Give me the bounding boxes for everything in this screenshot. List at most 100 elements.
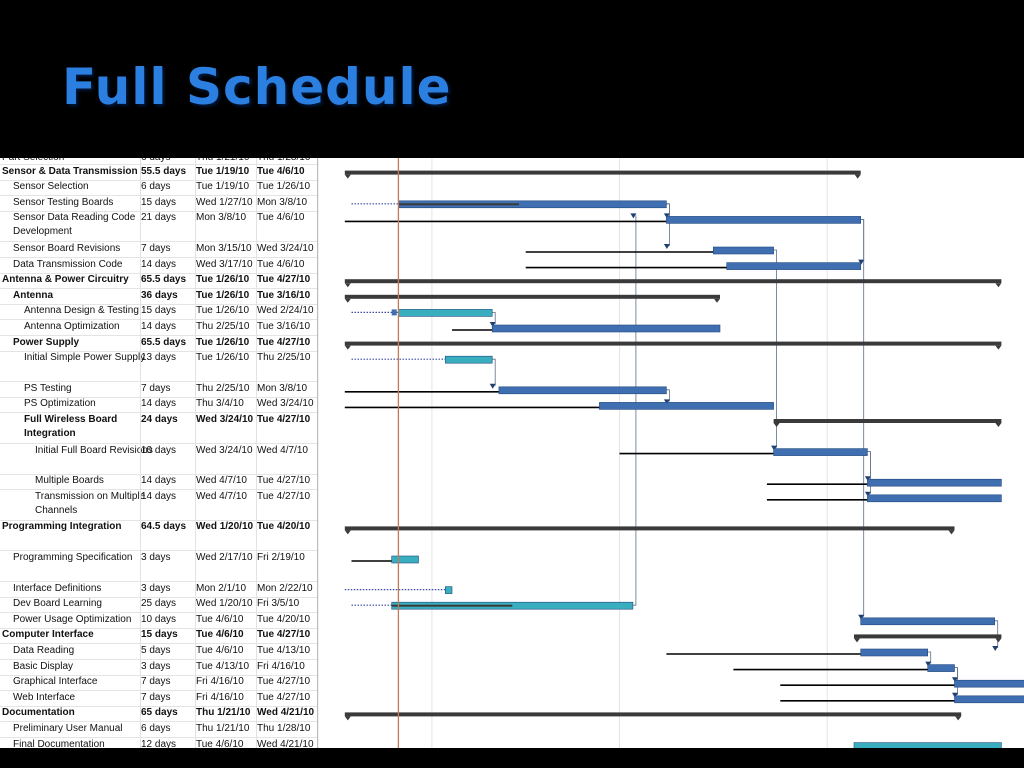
table-row[interactable]: Programming Integration 64.5 days Wed 1/20… [0,520,318,552]
task-finish: Tue 4/27/10 [257,691,311,703]
task-duration: 10 days [141,613,177,625]
progress-indicator [391,604,513,607]
progress-indicator [398,203,519,206]
slide-title: Full Schedule [62,58,452,116]
table-row[interactable]: Data Reading 5 days Tue 4/6/10 Tue 4/13/10 [0,644,318,660]
table-row[interactable]: PS Testing 7 days Thu 2/25/10 Mon 3/8/10 [0,382,318,398]
task-finish: Wed 4/7/10 [257,444,308,456]
task-duration: 6 days [141,181,171,193]
task-name: Interface Definitions [13,582,102,594]
task-duration: 6 days [141,158,195,165]
table-row[interactable]: Final Documentation 12 days Tue 4/6/10 Wed … [0,738,318,748]
table-row[interactable]: Basic Display 3 days Tue 4/13/10 Fri 4/16/1… [0,660,318,676]
task-finish: Tue 4/20/10 [257,521,311,533]
table-row[interactable]: Data Transmission Code 14 days Wed 3/17/10… [0,258,318,274]
table-row[interactable]: Power Supply 65.5 days Tue 1/26/10 Tue 4/27… [0,336,318,352]
table-row[interactable]: Antenna Optimization 14 days Thu 2/25/10 Tu… [0,320,318,336]
task-duration: 10 days [141,444,177,456]
task-name: Initial Simple Power Supply [24,352,146,364]
table-row[interactable]: Sensor Selection 6 days Tue 1/19/10 Tue 1/2… [0,180,318,197]
table-row[interactable]: Initial Simple Power Supply 13 days Tue 1/… [0,351,318,383]
task-finish: Tue 4/27/10 [257,414,311,425]
summary-bar [344,712,962,717]
task-finish: Fri 4/16/10 [257,660,305,672]
task-start: Tue 4/6/10 [196,613,244,625]
summary-endcap [995,638,1002,643]
table-row[interactable]: Computer Interface 15 days Tue 4/6/10 Tue 4… [0,628,318,645]
table-row[interactable]: Sensor Data Reading Code Development 21 d… [0,211,318,243]
table-row[interactable]: Interface Definitions 3 days Mon 2/1/10 Mon… [0,582,318,598]
task-bar [927,664,955,672]
task-start: Wed 1/27/10 [196,196,253,208]
task-name: PS Optimization [24,398,96,410]
task-finish: Tue 4/27/10 [257,676,311,688]
table-row[interactable]: PS Optimization 14 days Thu 3/4/10 Wed 3/24… [0,397,318,414]
task-bar [773,448,868,456]
dependency-link [773,249,777,448]
task-start: Tue 1/19/10 [196,181,250,193]
table-row[interactable]: Documentation 65 days Thu 1/21/10 Wed 4/21/… [0,706,318,723]
task-name: Graphical Interface [13,676,98,688]
task-name: Initial Full Board Revisions [35,444,153,456]
table-row[interactable]: Power Usage Optimization 10 days Tue 4/6/1… [0,613,318,629]
task-bar [491,324,721,333]
task-duration: 55.5 days [141,165,187,177]
summary-bar [773,419,1002,423]
task-name: Preliminary User Manual [13,723,123,734]
task-name: Sensor Board Revisions [13,243,121,254]
task-name: PS Testing [24,382,72,394]
gantt-chart [318,158,1024,748]
task-start: Thu 3/4/10 [196,398,244,410]
table-row[interactable]: Full Wireless Board Integration 24 days We… [0,413,318,444]
task-finish: Mon 3/8/10 [257,382,308,394]
table-row[interactable]: Sensor & Data Transmission 55.5 days Tue 1… [0,165,318,181]
task-name: Antenna [13,289,53,301]
task-finish: Tue 3/16/10 [257,321,311,332]
task-start: Mon 3/8/10 [196,212,247,224]
dependency-link [492,358,496,386]
table-row[interactable]: Antenna Design & Testing 15 days Tue 1/26/… [0,304,318,321]
dependency-link [927,651,932,664]
task-name: Antenna & Power Circuitry [2,274,129,286]
task-finish: Thu 1/28/10 [257,158,317,165]
table-row[interactable]: Graphical Interface 7 days Fri 4/16/10 Tue … [0,675,318,692]
table-row[interactable]: Dev Board Learning 25 days Wed 1/20/10 Fri … [0,597,318,614]
summary-bar [344,170,861,175]
table-row[interactable]: Sensor Board Revisions 7 days Mon 3/15/10 W… [0,242,318,258]
task-name: Sensor Testing Boards [13,196,114,208]
task-start: Wed 3/24/10 [196,414,254,425]
table-row[interactable]: Initial Full Board Revisions 10 days Wed 3… [0,444,318,475]
table-row[interactable]: Preliminary User Manual 6 days Thu 1/21/10… [0,722,318,738]
milestone-marker [391,309,397,316]
task-bar [954,695,1024,704]
task-duration: 3 days [141,660,171,672]
task-bar [867,494,1002,503]
task-bar [860,617,996,626]
task-duration: 6 days [141,723,171,734]
table-row[interactable]: Programming Specification 3 days Wed 2/17/… [0,551,318,582]
task-duration: 65 days [141,707,178,719]
task-name: Transmission on Multiple Channels [35,490,146,516]
table-row[interactable]: Web Interface 7 days Fri 4/16/10 Tue 4/27/1… [0,691,318,707]
table-row[interactable]: Multiple Boards 14 days Wed 4/7/10 Tue 4/27… [0,474,318,491]
task-duration: 12 days [141,738,177,748]
task-name: Power Supply [13,336,80,348]
table-row[interactable]: Antenna 36 days Tue 1/26/10 Tue 3/16/10 [0,289,318,305]
task-name: Sensor Selection [13,181,89,193]
task-finish: Tue 4/27/10 [257,336,311,348]
summary-endcap [344,716,351,721]
task-duration: 15 days [141,629,178,641]
task-start: Thu 2/25/10 [196,321,250,332]
task-name: Antenna Design & Testing [24,305,139,317]
task-bar [398,309,493,317]
summary-bar [344,294,720,299]
table-row[interactable]: Antenna & Power Circuitry 65.5 days Tue 1/… [0,273,318,290]
table-row[interactable]: Transmission on Multiple Channels 14 days… [0,490,318,521]
table-row[interactable]: Sensor Testing Boards 15 days Wed 1/27/10 M… [0,196,318,212]
task-name: Documentation [2,707,75,719]
task-start: Tue 1/26/10 [196,352,250,364]
task-finish: Tue 4/20/10 [257,613,311,625]
dependency-link [867,451,871,494]
